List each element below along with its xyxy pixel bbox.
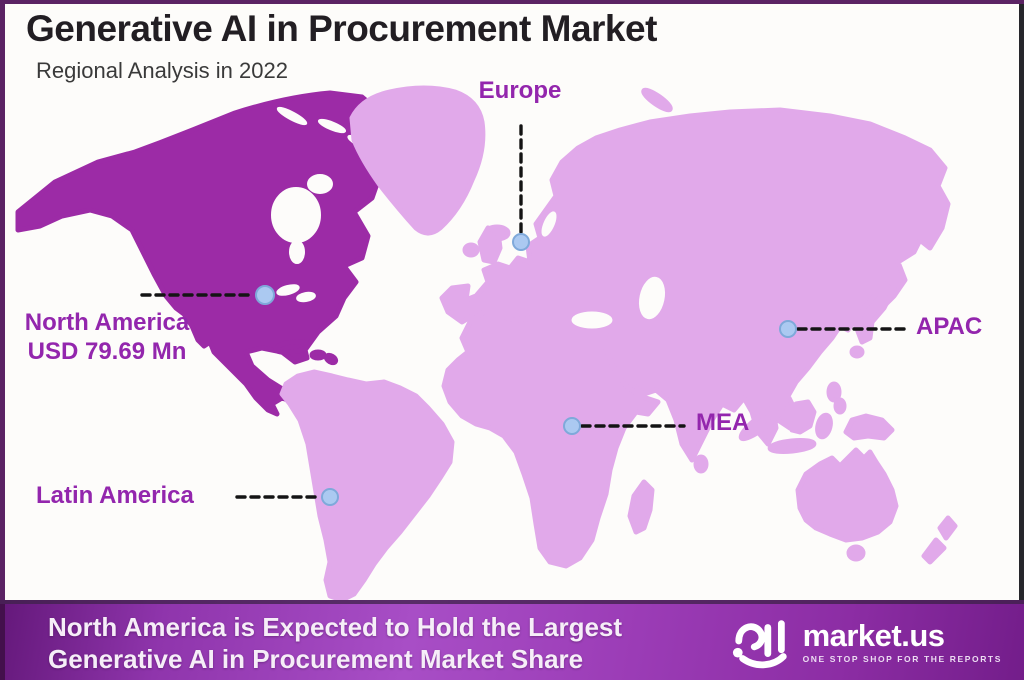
footer-headline-line2: Generative AI in Procurement Market Shar…	[48, 643, 584, 674]
north-america-marker	[255, 285, 275, 305]
brand-name: market.us	[802, 618, 945, 653]
brand-text: market.us ONE STOP SHOP FOR THE REPORTS	[803, 620, 1002, 664]
europe-marker	[512, 233, 530, 251]
latin-america-marker	[321, 488, 339, 506]
brand-logo: market.us ONE STOP SHOP FOR THE REPORTS	[731, 614, 1002, 670]
region-north-america-shape	[15, 90, 387, 417]
region-world-shapes	[279, 85, 958, 603]
label-apac: APAC	[916, 313, 983, 340]
north-america-name: North America	[24, 309, 190, 336]
market-us-logo-icon	[732, 620, 787, 669]
page-subtitle: Regional Analysis in 2022	[36, 58, 288, 83]
mea-marker	[563, 417, 581, 435]
brand-tagline: ONE STOP SHOP FOR THE REPORTS	[802, 654, 1002, 664]
footer-headline-line1: North America is Expected to Hold the La…	[48, 612, 623, 642]
footer-headline: North America is Expected to Hold the La…	[48, 612, 658, 675]
label-europe: Europe	[478, 77, 562, 104]
footer-banner: North America is Expected to Hold the La…	[0, 600, 1024, 680]
label-north-america: North America USD 79.69 Mn	[8, 309, 206, 367]
label-latin-america: Latin America	[36, 482, 194, 509]
page-title: Generative AI in Procurement Market	[26, 8, 657, 49]
label-mea: MEA	[696, 409, 750, 436]
apac-marker	[779, 320, 797, 338]
north-america-value: USD 79.69 Mn	[27, 337, 187, 365]
